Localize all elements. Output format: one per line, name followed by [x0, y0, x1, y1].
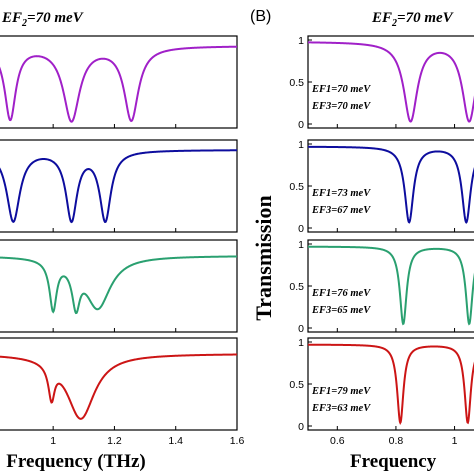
y-tick-label: 0	[298, 223, 304, 235]
panel-b-title: EF2=70 meV	[371, 10, 455, 29]
y-tick-label: 1	[298, 139, 304, 151]
series-annotation: EF3=63 meV	[311, 403, 371, 414]
y-tick-label: 0.5	[289, 77, 304, 89]
x-tick-label: 0.8	[389, 435, 404, 447]
y-tick-label: 0.5	[289, 281, 304, 293]
x-tick-label: 1.2	[107, 435, 122, 447]
subplot-frame	[0, 239, 238, 333]
subplot-frame	[0, 337, 238, 431]
panel-a-plots	[0, 35, 238, 431]
series-annotation: EF3=70 meV	[311, 101, 371, 112]
subplot-frame	[307, 337, 474, 431]
panel-a-title: EF2=70 meV	[1, 10, 85, 29]
y-tick-label: 0	[298, 421, 304, 433]
panel-b-x-ticks: 0.6 0.8 1	[330, 435, 458, 447]
subplot-frame	[0, 35, 238, 129]
y-tick-label: 0	[298, 119, 304, 131]
y-tick-label: 0.5	[289, 379, 304, 391]
panel-b-letter: (B)	[250, 8, 271, 25]
x-tick-label: 1	[452, 435, 458, 447]
panel-a-x-label: Frequency (THz)	[6, 451, 146, 472]
x-tick-label: 1	[50, 435, 56, 447]
series-line	[308, 343, 474, 426]
x-tick-label: 0.6	[330, 435, 345, 447]
series-line	[0, 255, 238, 315]
y-tick-label: 1	[298, 337, 304, 349]
panel-a-x-ticks: 1 1.2 1.4 1.6	[50, 435, 244, 447]
subplot-frame	[307, 35, 474, 129]
series-annotation: EF3=65 meV	[311, 305, 371, 316]
y-tick-label: 0.5	[289, 181, 304, 193]
y-tick-label: 0	[298, 323, 304, 335]
y-tick-label: 1	[298, 35, 304, 47]
series-line	[308, 145, 474, 224]
panel-b-x-label: Frequency	[350, 451, 437, 472]
x-tick-label: 1.6	[230, 435, 245, 447]
series-line	[308, 245, 474, 326]
x-tick-label: 1.4	[168, 435, 183, 447]
series-line	[0, 45, 238, 123]
panel-a: EF2=70 meV 1 1.2 1.4 1.6 Frequency (THz)	[0, 10, 244, 472]
series-annotation: EF3=67 meV	[311, 205, 371, 216]
series-line	[307, 41, 474, 123]
panel-b-plots: 0 0.5 1 EF1=70 meV EF3=70 meV 0 0.5 1 EF1=73 meV…	[289, 35, 474, 433]
series-annotation: EF1=70 meV	[311, 84, 371, 95]
y-tick-label: 1	[298, 239, 304, 251]
subplot-frame	[0, 139, 238, 233]
series-annotation: EF1=76 meV	[311, 288, 371, 299]
panel-b-y-label: Transmission	[251, 195, 276, 321]
series-line	[0, 149, 237, 224]
series-annotation: EF1=73 meV	[311, 188, 371, 199]
panel-b: (B) EF2=70 meV Transmission 0 0.5 1 EF1=70 …	[250, 8, 474, 472]
series-line	[0, 353, 238, 420]
series-annotation: EF1=79 meV	[311, 386, 371, 397]
